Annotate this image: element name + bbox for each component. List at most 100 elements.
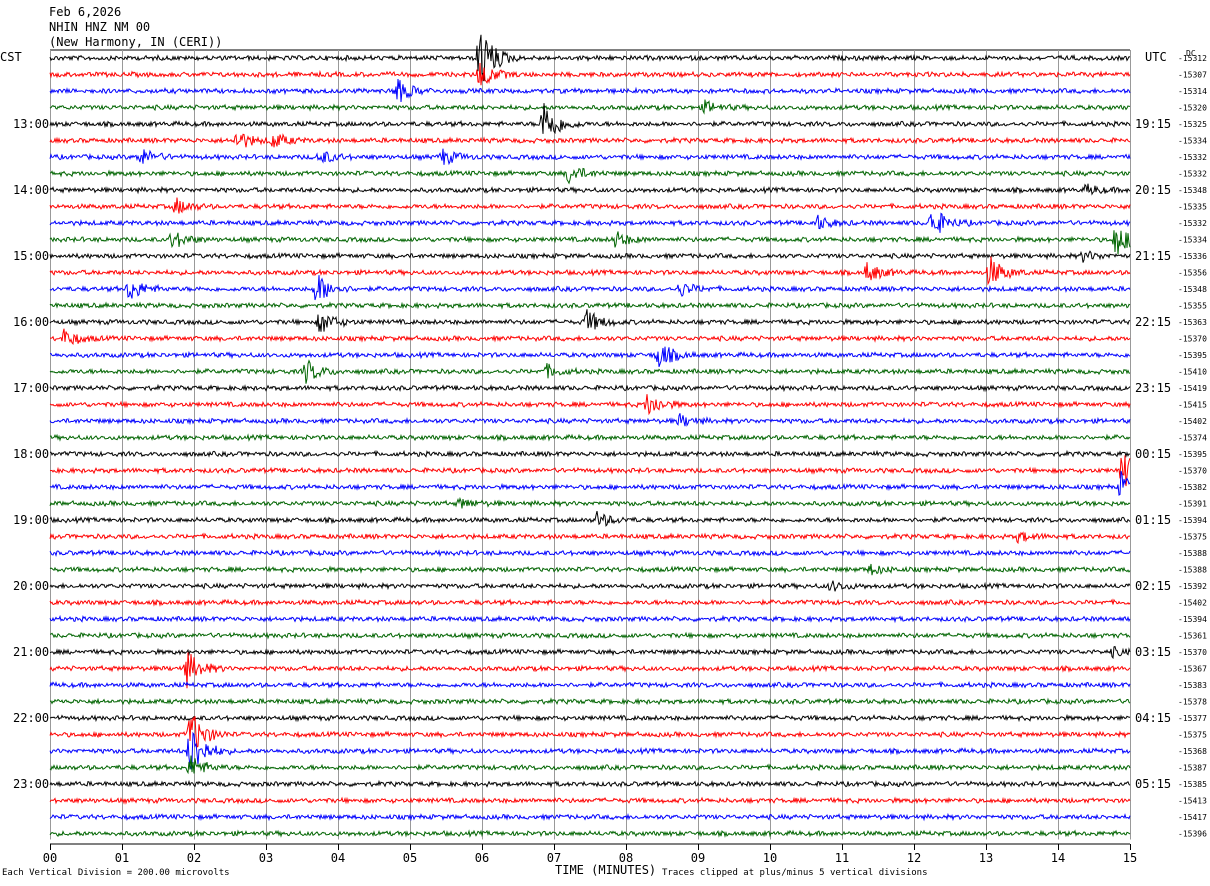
utc-time-label: 23:15 xyxy=(1135,381,1171,395)
dc-offset-label: -15387 xyxy=(1178,764,1207,773)
seismic-trace xyxy=(49,697,1131,706)
seismic-trace xyxy=(49,256,1131,286)
cst-time-label: 13:00 xyxy=(13,117,49,131)
cst-time-label: 15:00 xyxy=(13,249,49,263)
dc-offset-label: -15410 xyxy=(1178,368,1207,377)
dc-offset-label: -15361 xyxy=(1178,632,1207,641)
x-tick-label: 09 xyxy=(691,851,705,865)
utc-time-label: 03:15 xyxy=(1135,645,1171,659)
cst-time-label: 21:00 xyxy=(13,645,49,659)
seismic-trace xyxy=(49,433,1131,442)
cst-time-label: 23:00 xyxy=(13,777,49,791)
x-tick-label: 10 xyxy=(763,851,777,865)
x-tick-label: 12 xyxy=(907,851,921,865)
dc-offset-label: -15320 xyxy=(1178,104,1207,113)
dc-offset-label: -15335 xyxy=(1178,203,1207,212)
seismic-trace xyxy=(49,548,1131,558)
utc-axis-label: UTC xyxy=(1145,50,1167,64)
utc-time-label: 19:15 xyxy=(1135,117,1171,131)
seismic-trace xyxy=(49,455,1131,487)
cst-time-label: 18:00 xyxy=(13,447,49,461)
seismic-trace xyxy=(49,394,1131,416)
dc-offset-label: -15392 xyxy=(1178,582,1207,591)
seismic-trace xyxy=(49,34,1131,82)
seismic-trace xyxy=(50,449,1131,459)
dc-offset-label: -15391 xyxy=(1178,500,1207,509)
seismic-trace xyxy=(49,230,1131,255)
seismic-trace xyxy=(49,652,1131,689)
cst-time-label: 17:00 xyxy=(13,381,49,395)
utc-time-label: 04:15 xyxy=(1135,711,1171,725)
seismic-trace xyxy=(49,275,1131,301)
dc-offset-label: -15375 xyxy=(1178,533,1207,542)
dc-offset-label: -15377 xyxy=(1178,714,1207,723)
dc-offset-label: -15312 xyxy=(1178,54,1207,63)
cst-time-label: 19:00 xyxy=(13,513,49,527)
seismic-trace xyxy=(49,812,1131,822)
seismic-trace xyxy=(49,197,1131,214)
dc-offset-label: -15370 xyxy=(1178,335,1207,344)
seismic-trace xyxy=(49,680,1131,689)
x-tick-label: 02 xyxy=(187,851,201,865)
seismic-trace xyxy=(49,328,1131,345)
seismic-trace xyxy=(49,301,1131,310)
x-tick-label: 04 xyxy=(331,851,345,865)
seismic-trace xyxy=(49,413,1131,427)
dc-offset-label: -15413 xyxy=(1178,797,1207,806)
seismic-trace xyxy=(49,383,1131,393)
dc-offset-label: -15363 xyxy=(1178,318,1207,327)
seismic-trace xyxy=(49,250,1131,263)
seismic-trace xyxy=(49,713,1131,723)
seismic-trace xyxy=(49,99,1131,115)
utc-time-label: 00:15 xyxy=(1135,447,1171,461)
utc-time-label: 05:15 xyxy=(1135,777,1171,791)
cst-time-label: 20:00 xyxy=(13,579,49,593)
seismic-trace xyxy=(49,510,1131,527)
dc-offset-label: -15388 xyxy=(1178,566,1207,575)
seismic-trace xyxy=(49,103,1131,135)
x-tick-label: 11 xyxy=(835,851,849,865)
dc-offset-label: -15348 xyxy=(1178,285,1207,294)
dc-offset-label: -15348 xyxy=(1178,186,1207,195)
dc-offset-label: -15375 xyxy=(1178,731,1207,740)
dc-offset-label: -15394 xyxy=(1178,615,1207,624)
dc-offset-label: -15307 xyxy=(1178,71,1207,80)
x-tick-label: 00 xyxy=(43,851,57,865)
dc-offset-label: -15395 xyxy=(1178,450,1207,459)
x-tick-label: 03 xyxy=(259,851,273,865)
seismic-trace xyxy=(49,580,1131,592)
dc-offset-label: -15419 xyxy=(1178,384,1207,393)
dc-offset-label: -15383 xyxy=(1178,681,1207,690)
seismic-trace xyxy=(49,133,1131,148)
dc-offset-label: -15388 xyxy=(1178,549,1207,558)
seismic-trace xyxy=(49,829,1131,838)
dc-offset-label: -15374 xyxy=(1178,434,1207,443)
dc-offset-label: -15332 xyxy=(1178,219,1207,228)
seismic-trace xyxy=(49,496,1131,509)
dc-offset-label: -15396 xyxy=(1178,830,1207,839)
seismic-trace xyxy=(49,309,1131,332)
utc-time-label: 22:15 xyxy=(1135,315,1171,329)
dc-offset-label: -15395 xyxy=(1178,351,1207,360)
dc-offset-label: -15402 xyxy=(1178,417,1207,426)
dc-offset-label: -15370 xyxy=(1178,467,1207,476)
dc-offset-label: -15417 xyxy=(1178,813,1207,822)
dc-label: DC xyxy=(1186,49,1196,58)
cst-time-label: 22:00 xyxy=(13,711,49,725)
dc-offset-label: -15385 xyxy=(1178,780,1207,789)
x-tick-label: 13 xyxy=(979,851,993,865)
seismic-trace xyxy=(50,631,1131,640)
x-tick-label: 14 xyxy=(1051,851,1065,865)
utc-time-label: 01:15 xyxy=(1135,513,1171,527)
dc-offset-label: -15334 xyxy=(1178,236,1207,245)
dc-offset-label: -15370 xyxy=(1178,648,1207,657)
dc-offset-label: -15355 xyxy=(1178,302,1207,311)
seismic-trace xyxy=(49,183,1131,196)
seismic-trace xyxy=(49,645,1131,660)
plot-date: Feb 6,2026 xyxy=(49,5,122,19)
dc-offset-label: -15332 xyxy=(1178,170,1207,179)
utc-time-label: 21:15 xyxy=(1135,249,1171,263)
seismic-trace xyxy=(49,563,1131,576)
dc-offset-label: -15382 xyxy=(1178,483,1207,492)
